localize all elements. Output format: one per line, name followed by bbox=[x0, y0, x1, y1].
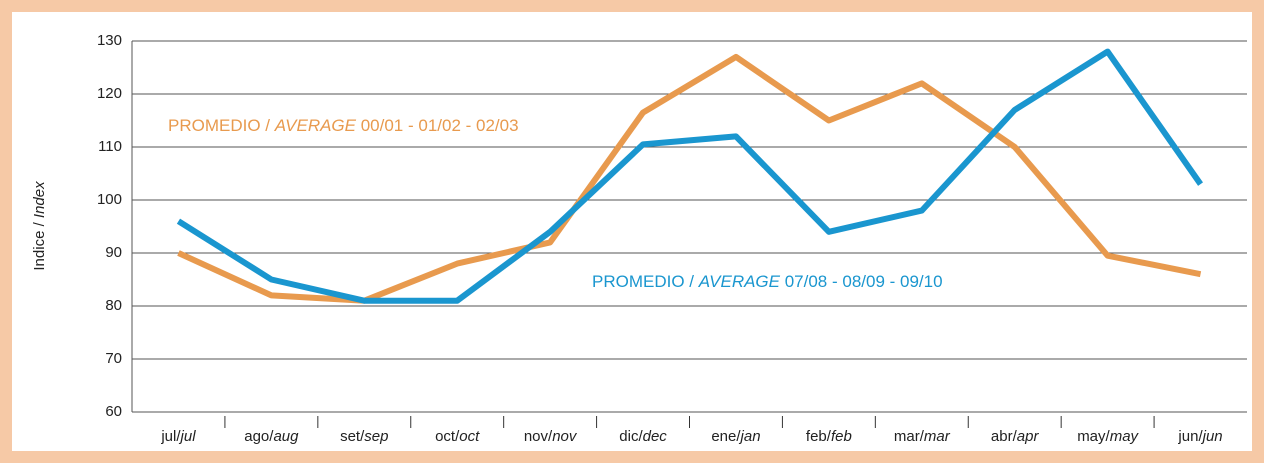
x-tick-label: jun/jun bbox=[1177, 428, 1222, 445]
x-tick-label: mar/mar bbox=[894, 428, 951, 445]
x-tick-label: nov/nov bbox=[524, 428, 578, 445]
x-tick-label: dic/dec bbox=[619, 428, 667, 445]
x-tick-label: ago/aug bbox=[244, 428, 299, 445]
y-tick-label: 100 bbox=[97, 191, 122, 208]
y-tick-label: 130 bbox=[97, 32, 122, 49]
chart-panel bbox=[12, 12, 1252, 451]
series-line bbox=[176, 48, 1203, 304]
y-tick-label: 80 bbox=[105, 297, 122, 314]
x-tick-label: feb/feb bbox=[806, 428, 852, 445]
series-label: PROMEDIO / AVERAGE 07/08 - 08/09 - 09/10 bbox=[592, 272, 943, 291]
x-tick-label: set/sep bbox=[340, 428, 388, 445]
series-label: PROMEDIO / AVERAGE 00/01 - 01/02 - 02/03 bbox=[168, 116, 519, 135]
x-tick-label: abr/apr bbox=[991, 428, 1040, 445]
y-tick-label: 60 bbox=[105, 403, 122, 420]
x-tick-label: ene/jan bbox=[711, 428, 760, 445]
y-tick-label: 110 bbox=[98, 138, 122, 155]
y-tick-label: 120 bbox=[97, 85, 122, 102]
x-tick-label: oct/oct bbox=[435, 428, 480, 445]
y-tick-label: 90 bbox=[105, 244, 122, 261]
y-axis-label: Indice / Index bbox=[31, 181, 48, 271]
x-tick-label: jul/jul bbox=[160, 428, 196, 445]
y-tick-label: 70 bbox=[105, 350, 122, 367]
x-tick-label: may/may bbox=[1077, 428, 1139, 445]
